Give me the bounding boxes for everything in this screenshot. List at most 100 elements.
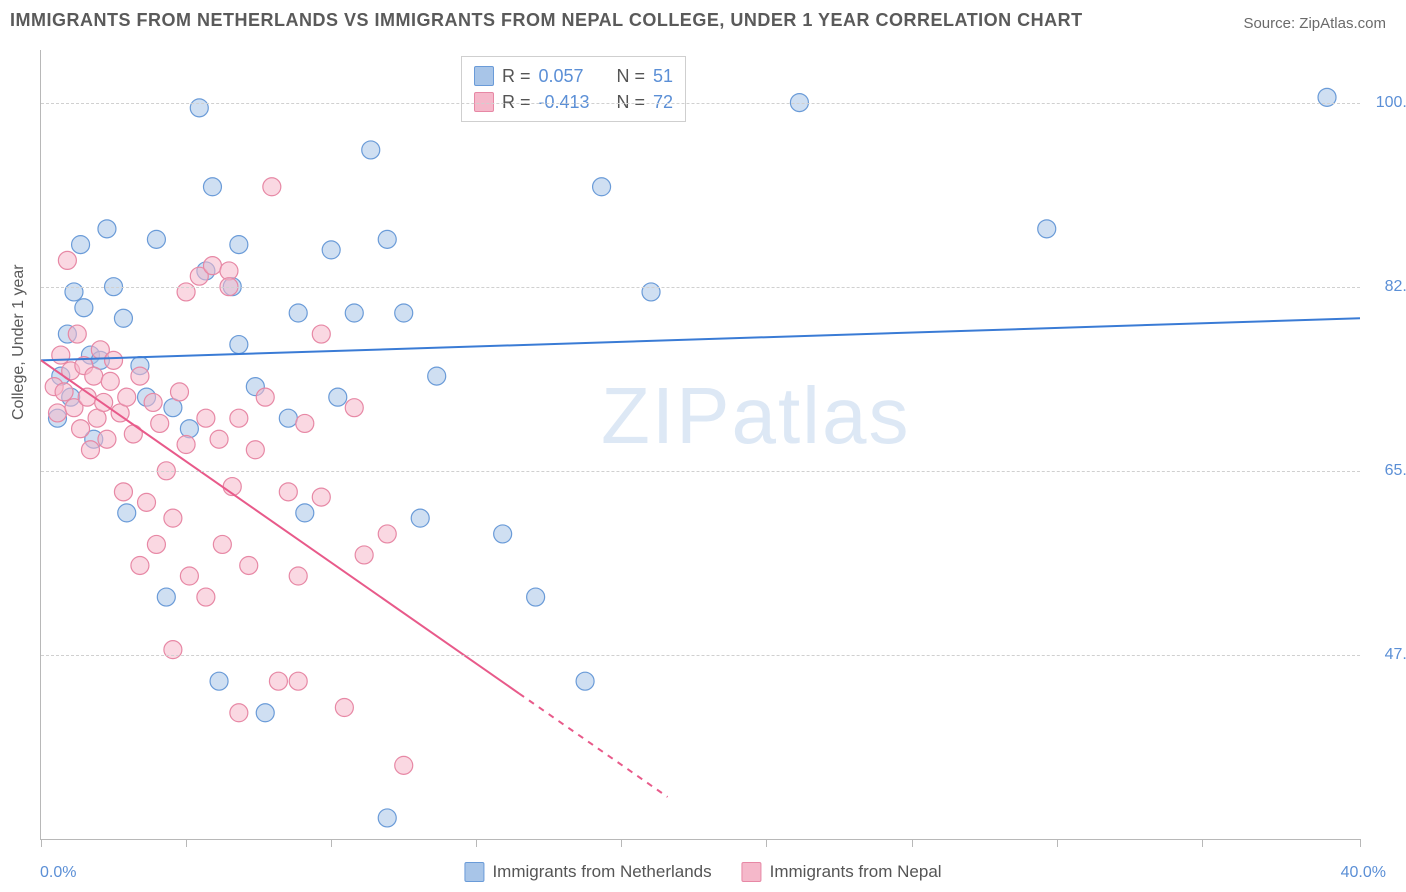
r-label: R =: [502, 66, 531, 87]
data-point: [177, 283, 195, 301]
data-point: [230, 704, 248, 722]
chart-title: IMMIGRANTS FROM NETHERLANDS VS IMMIGRANT…: [10, 10, 1083, 31]
data-point: [312, 325, 330, 343]
x-tick: [41, 839, 42, 847]
x-tick: [331, 839, 332, 847]
data-point: [593, 178, 611, 196]
data-point: [81, 441, 99, 459]
data-point: [279, 483, 297, 501]
data-point: [210, 672, 228, 690]
y-tick-label: 100.0%: [1376, 94, 1406, 112]
data-point: [256, 388, 274, 406]
y-axis-label: College, Under 1 year: [10, 264, 28, 420]
data-point: [289, 304, 307, 322]
data-point: [230, 336, 248, 354]
trend-line-extrapolated: [519, 694, 667, 797]
x-axis-max-label: 40.0%: [1341, 864, 1386, 882]
x-tick: [1202, 839, 1203, 847]
data-point: [203, 178, 221, 196]
data-point: [72, 236, 90, 254]
gridline-h: [41, 655, 1360, 656]
n-value-1: 51: [653, 66, 673, 87]
data-point: [378, 230, 396, 248]
legend-label-nepal: Immigrants from Nepal: [770, 862, 942, 882]
y-tick-label: 65.0%: [1385, 462, 1406, 480]
x-tick: [186, 839, 187, 847]
data-point: [118, 504, 136, 522]
data-point: [170, 383, 188, 401]
series-legend: Immigrants from Netherlands Immigrants f…: [464, 862, 941, 882]
legend-row-series-1: R = 0.057 N = 51: [474, 63, 673, 89]
data-point: [345, 304, 363, 322]
data-point: [395, 304, 413, 322]
data-point: [114, 483, 132, 501]
data-point: [85, 367, 103, 385]
data-point: [177, 436, 195, 454]
data-point: [52, 346, 70, 364]
legend-label-netherlands: Immigrants from Netherlands: [492, 862, 711, 882]
data-point: [190, 99, 208, 117]
data-point: [164, 509, 182, 527]
data-point: [151, 414, 169, 432]
data-point: [345, 399, 363, 417]
data-point: [289, 567, 307, 585]
data-point: [118, 388, 136, 406]
r-value-1: 0.057: [539, 66, 609, 87]
data-point: [527, 588, 545, 606]
x-tick: [621, 839, 622, 847]
data-point: [279, 409, 297, 427]
x-tick: [766, 839, 767, 847]
data-point: [576, 672, 594, 690]
data-point: [75, 299, 93, 317]
data-point: [296, 504, 314, 522]
data-point: [197, 588, 215, 606]
y-tick-label: 82.5%: [1385, 278, 1406, 296]
data-point: [263, 178, 281, 196]
data-point: [68, 325, 86, 343]
chart-plot-area: ZIPatlas R = 0.057 N = 51 R = -0.413 N =…: [40, 50, 1360, 840]
data-point: [131, 556, 149, 574]
data-point: [203, 257, 221, 275]
data-point: [98, 430, 116, 448]
x-tick: [476, 839, 477, 847]
gridline-h: [41, 287, 1360, 288]
legend-item-nepal: Immigrants from Nepal: [742, 862, 942, 882]
data-point: [114, 309, 132, 327]
y-tick-label: 47.5%: [1385, 646, 1406, 664]
data-point: [312, 488, 330, 506]
data-point: [58, 251, 76, 269]
data-point: [213, 535, 231, 553]
data-point: [124, 425, 142, 443]
data-point: [180, 567, 198, 585]
data-point: [289, 672, 307, 690]
data-point: [1318, 88, 1336, 106]
data-point: [105, 351, 123, 369]
x-tick: [1057, 839, 1058, 847]
data-point: [256, 704, 274, 722]
data-point: [642, 283, 660, 301]
trend-line: [41, 360, 519, 693]
x-tick: [912, 839, 913, 847]
scatter-plot-svg: [41, 50, 1360, 839]
data-point: [296, 414, 314, 432]
gridline-h: [41, 103, 1360, 104]
data-point: [1038, 220, 1056, 238]
correlation-legend: R = 0.057 N = 51 R = -0.413 N = 72: [461, 56, 686, 122]
data-point: [230, 409, 248, 427]
n-label: N =: [617, 66, 646, 87]
legend-item-netherlands: Immigrants from Netherlands: [464, 862, 711, 882]
legend-swatch-netherlands: [464, 862, 484, 882]
data-point: [101, 372, 119, 390]
data-point: [210, 430, 228, 448]
data-point: [164, 641, 182, 659]
data-point: [55, 383, 73, 401]
data-point: [180, 420, 198, 438]
data-point: [144, 393, 162, 411]
source-attribution: Source: ZipAtlas.com: [1243, 15, 1386, 32]
data-point: [378, 809, 396, 827]
legend-swatch-nepal: [742, 862, 762, 882]
data-point: [72, 420, 90, 438]
data-point: [428, 367, 446, 385]
data-point: [322, 241, 340, 259]
data-point: [411, 509, 429, 527]
